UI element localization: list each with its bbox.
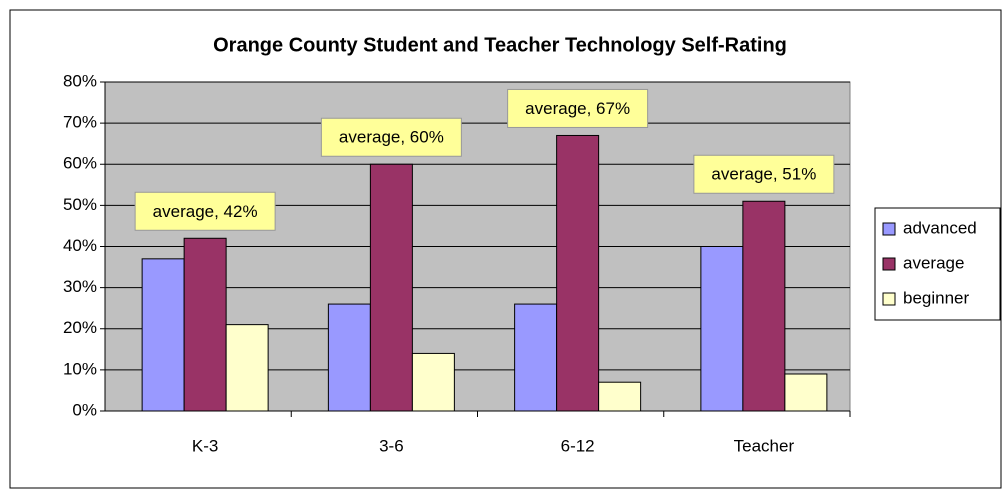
bar (514, 303, 558, 412)
y-tick-label: 0% (72, 400, 97, 419)
bar (700, 246, 744, 412)
bar (183, 237, 227, 412)
x-tick-label: K-3 (192, 436, 218, 455)
x-tick-label: 3-6 (379, 436, 404, 455)
data-label-box (134, 191, 276, 231)
legend-box (874, 207, 1001, 321)
data-label: average, 51% (711, 165, 816, 184)
legend-swatch (882, 222, 896, 236)
y-tick-label: 60% (63, 154, 97, 173)
bar (411, 352, 455, 412)
bar (742, 200, 786, 412)
bar (327, 303, 371, 412)
x-tick-label: Teacher (734, 436, 795, 455)
y-tick-label: 70% (63, 113, 97, 132)
y-tick-label: 80% (63, 71, 97, 90)
data-label-box (320, 117, 462, 157)
y-tick-label: 50% (63, 195, 97, 214)
legend-label: beginner (903, 288, 970, 307)
data-label-box (507, 88, 649, 128)
bar (556, 134, 600, 412)
legend-swatch (882, 292, 896, 306)
chart-title: Orange County Student and Teacher Techno… (213, 34, 787, 56)
bar (784, 373, 828, 412)
legend-label: average (903, 253, 964, 272)
data-label: average, 42% (153, 202, 258, 221)
legend-swatch (882, 257, 896, 271)
data-label: average, 67% (525, 99, 630, 118)
bar (369, 163, 413, 412)
bar (141, 258, 185, 412)
data-label-box (693, 154, 835, 194)
y-tick-label: 30% (63, 277, 97, 296)
data-label: average, 60% (339, 128, 444, 147)
x-tick-label: 6-12 (561, 436, 595, 455)
bar (225, 324, 269, 412)
y-tick-label: 10% (63, 359, 97, 378)
legend-label: advanced (903, 218, 977, 237)
bar (598, 381, 642, 412)
y-tick-label: 40% (63, 236, 97, 255)
y-tick-label: 20% (63, 318, 97, 337)
